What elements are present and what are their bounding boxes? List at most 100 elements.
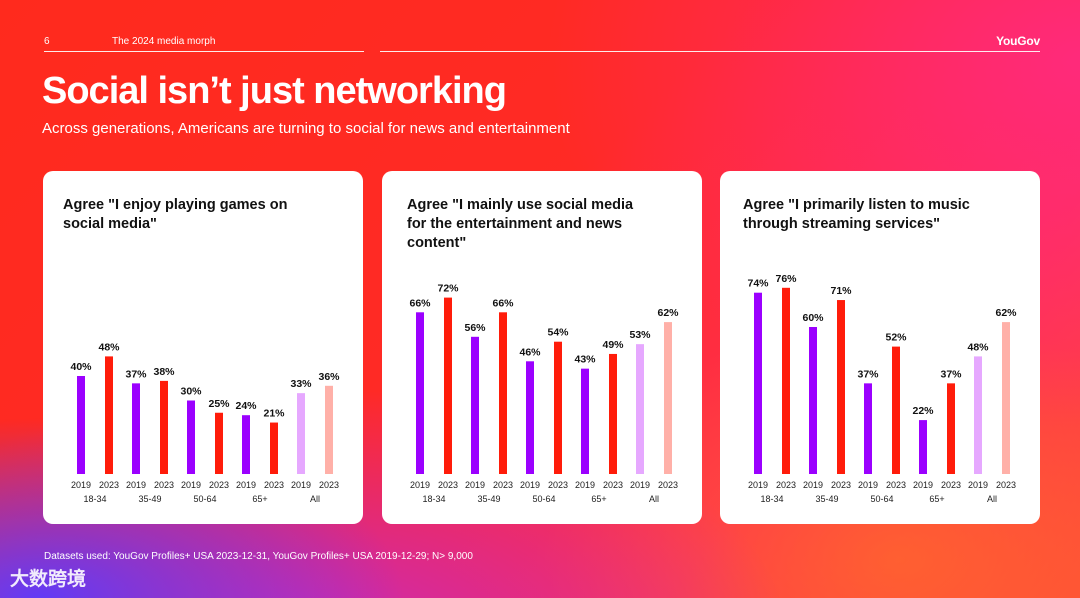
top-bar: 6 The 2024 media morph YouGov xyxy=(44,34,1040,52)
bar-chart-games: 40% 2019 48% 2023 18-34 37% 2019 38% 2023 35-49 30… xyxy=(70,341,340,504)
bar-chart-news: 66% 2019 72% 2023 18-34 56% 2019 66% 2023 35-49 46… xyxy=(409,283,679,504)
year-tick-label: 2023 xyxy=(209,480,229,490)
year-tick-label: 2023 xyxy=(154,480,174,490)
data-label: 36% xyxy=(318,371,340,383)
bar-65+-2023 xyxy=(270,422,278,474)
bar-18-34-2019 xyxy=(416,312,424,474)
data-label: 56% xyxy=(464,322,486,334)
year-tick-label: 2023 xyxy=(603,480,623,490)
bar-All-2023 xyxy=(664,322,672,474)
category-tick-label: 50-64 xyxy=(193,494,216,504)
bar-65+-2019 xyxy=(242,415,250,474)
bar-65+-2023 xyxy=(609,353,617,474)
bar-18-34-2019 xyxy=(77,376,85,474)
bar-35-49-2019 xyxy=(809,327,817,474)
data-label: 54% xyxy=(547,327,569,339)
bar-35-49-2023 xyxy=(160,380,168,474)
year-tick-label: 2019 xyxy=(410,480,430,490)
bar-50-64-2019 xyxy=(526,361,534,474)
year-tick-label: 2019 xyxy=(71,480,91,490)
page-number: 6 xyxy=(44,36,50,47)
document-title: The 2024 media morph xyxy=(112,36,216,47)
data-label: 53% xyxy=(629,329,651,341)
data-label: 62% xyxy=(995,307,1017,319)
brand-logo: YouGov xyxy=(996,34,1040,48)
bar-18-34-2023 xyxy=(782,287,790,474)
category-tick-label: All xyxy=(987,494,997,504)
data-label: 37% xyxy=(940,368,962,380)
year-tick-label: 2023 xyxy=(886,480,906,490)
year-tick-label: 2019 xyxy=(913,480,933,490)
year-tick-label: 2019 xyxy=(748,480,768,490)
year-tick-label: 2019 xyxy=(520,480,540,490)
category-tick-label: 35-49 xyxy=(138,494,161,504)
bar-chart-music: 74% 2019 76% 2023 18-34 60% 2019 71% 2023 35-49 37… xyxy=(747,273,1017,504)
chart-card-games: Agree "I enjoy playing games on social m… xyxy=(43,171,363,524)
chart-title: Agree "I mainly use social media for the… xyxy=(407,197,634,251)
year-tick-label: 2019 xyxy=(126,480,146,490)
data-label: 49% xyxy=(602,339,624,351)
bar-50-64-2023 xyxy=(554,341,562,474)
year-tick-label: 2023 xyxy=(438,480,458,490)
category-tick-label: All xyxy=(649,494,659,504)
year-tick-label: 2023 xyxy=(658,480,678,490)
year-tick-label: 2023 xyxy=(493,480,513,490)
bar-All-2023 xyxy=(1002,322,1010,474)
year-tick-label: 2019 xyxy=(803,480,823,490)
chart-title: Agree "I enjoy playing games on social m… xyxy=(63,197,288,232)
year-tick-label: 2023 xyxy=(264,480,284,490)
data-label: 66% xyxy=(492,297,514,309)
year-tick-label: 2019 xyxy=(858,480,878,490)
data-label: 60% xyxy=(802,312,824,324)
data-label: 24% xyxy=(235,400,257,412)
bar-65+-2019 xyxy=(919,420,927,474)
bar-35-49-2023 xyxy=(499,312,507,474)
data-label: 40% xyxy=(70,361,92,373)
year-tick-label: 2019 xyxy=(181,480,201,490)
bar-All-2019 xyxy=(974,356,982,474)
data-label: 66% xyxy=(409,297,431,309)
data-label: 72% xyxy=(437,283,459,295)
page-title: Social isn’t just networking xyxy=(42,70,507,112)
year-tick-label: 2023 xyxy=(319,480,339,490)
category-tick-label: 35-49 xyxy=(477,494,500,504)
bar-50-64-2023 xyxy=(215,412,223,474)
year-tick-label: 2023 xyxy=(99,480,119,490)
year-tick-label: 2023 xyxy=(548,480,568,490)
bar-All-2019 xyxy=(636,344,644,474)
bar-35-49-2019 xyxy=(132,383,140,474)
year-tick-label: 2019 xyxy=(968,480,988,490)
year-tick-label: 2023 xyxy=(941,480,961,490)
data-label: 25% xyxy=(208,398,230,410)
year-tick-label: 2023 xyxy=(996,480,1016,490)
year-tick-label: 2019 xyxy=(291,480,311,490)
category-tick-label: 50-64 xyxy=(532,494,555,504)
bar-50-64-2023 xyxy=(892,346,900,474)
data-label: 21% xyxy=(263,408,285,420)
data-label: 22% xyxy=(912,405,934,417)
data-label: 76% xyxy=(775,273,797,285)
bar-18-34-2019 xyxy=(754,292,762,474)
data-label: 37% xyxy=(125,368,147,380)
category-tick-label: 50-64 xyxy=(870,494,893,504)
data-label: 48% xyxy=(98,341,120,353)
bar-All-2023 xyxy=(325,385,333,474)
bar-50-64-2019 xyxy=(864,383,872,474)
year-tick-label: 2019 xyxy=(236,480,256,490)
bar-35-49-2023 xyxy=(837,300,845,474)
category-tick-label: All xyxy=(310,494,320,504)
data-label: 33% xyxy=(290,378,312,390)
data-label: 38% xyxy=(153,366,175,378)
bar-All-2019 xyxy=(297,393,305,474)
chart-card-music: Agree "I primarily listen to music throu… xyxy=(720,171,1040,524)
bar-18-34-2023 xyxy=(105,356,113,474)
category-tick-label: 65+ xyxy=(929,494,944,504)
year-tick-label: 2019 xyxy=(630,480,650,490)
header-rule-left xyxy=(44,51,364,52)
chart-title: Agree "I primarily listen to music throu… xyxy=(743,197,970,232)
year-tick-label: 2019 xyxy=(465,480,485,490)
data-label: 43% xyxy=(574,354,596,366)
data-label: 62% xyxy=(657,307,679,319)
data-label: 71% xyxy=(830,285,852,297)
data-label: 52% xyxy=(885,332,907,344)
